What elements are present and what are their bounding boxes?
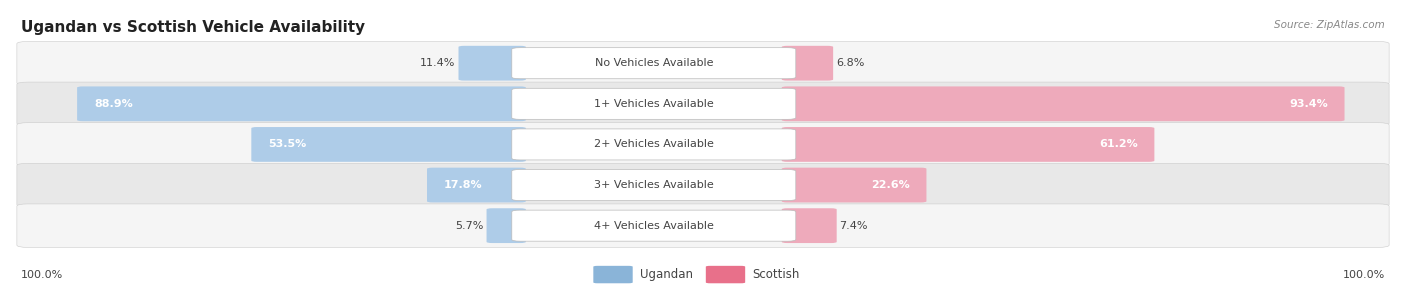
- Text: 6.8%: 6.8%: [837, 58, 865, 68]
- Text: 100.0%: 100.0%: [21, 270, 63, 279]
- FancyBboxPatch shape: [17, 163, 1389, 207]
- Text: 11.4%: 11.4%: [420, 58, 456, 68]
- Text: 2+ Vehicles Available: 2+ Vehicles Available: [593, 140, 714, 149]
- FancyBboxPatch shape: [427, 168, 526, 202]
- Text: 88.9%: 88.9%: [94, 99, 132, 109]
- Text: 100.0%: 100.0%: [1343, 270, 1385, 279]
- FancyBboxPatch shape: [782, 168, 927, 202]
- FancyBboxPatch shape: [458, 46, 526, 81]
- FancyBboxPatch shape: [252, 127, 526, 162]
- Text: 53.5%: 53.5%: [269, 140, 307, 149]
- Text: 1+ Vehicles Available: 1+ Vehicles Available: [593, 99, 714, 109]
- Text: 3+ Vehicles Available: 3+ Vehicles Available: [593, 180, 714, 190]
- Text: 22.6%: 22.6%: [870, 180, 910, 190]
- Text: 17.8%: 17.8%: [444, 180, 482, 190]
- FancyBboxPatch shape: [782, 46, 834, 81]
- Text: 93.4%: 93.4%: [1289, 99, 1327, 109]
- FancyBboxPatch shape: [17, 123, 1389, 166]
- FancyBboxPatch shape: [17, 82, 1389, 126]
- Text: Ugandan vs Scottish Vehicle Availability: Ugandan vs Scottish Vehicle Availability: [21, 20, 366, 35]
- Text: Ugandan: Ugandan: [640, 268, 693, 281]
- Text: 7.4%: 7.4%: [839, 221, 868, 231]
- FancyBboxPatch shape: [512, 48, 796, 79]
- FancyBboxPatch shape: [706, 266, 745, 283]
- FancyBboxPatch shape: [512, 170, 796, 200]
- Text: No Vehicles Available: No Vehicles Available: [595, 58, 713, 68]
- FancyBboxPatch shape: [17, 41, 1389, 85]
- Text: 61.2%: 61.2%: [1098, 140, 1137, 149]
- FancyBboxPatch shape: [782, 86, 1344, 121]
- Text: Scottish: Scottish: [752, 268, 800, 281]
- FancyBboxPatch shape: [486, 208, 526, 243]
- FancyBboxPatch shape: [512, 210, 796, 241]
- FancyBboxPatch shape: [77, 86, 526, 121]
- FancyBboxPatch shape: [512, 88, 796, 119]
- FancyBboxPatch shape: [782, 208, 837, 243]
- FancyBboxPatch shape: [782, 127, 1154, 162]
- FancyBboxPatch shape: [593, 266, 633, 283]
- Text: 5.7%: 5.7%: [456, 221, 484, 231]
- Text: Source: ZipAtlas.com: Source: ZipAtlas.com: [1274, 20, 1385, 30]
- FancyBboxPatch shape: [17, 204, 1389, 247]
- Text: 4+ Vehicles Available: 4+ Vehicles Available: [593, 221, 714, 231]
- FancyBboxPatch shape: [512, 129, 796, 160]
